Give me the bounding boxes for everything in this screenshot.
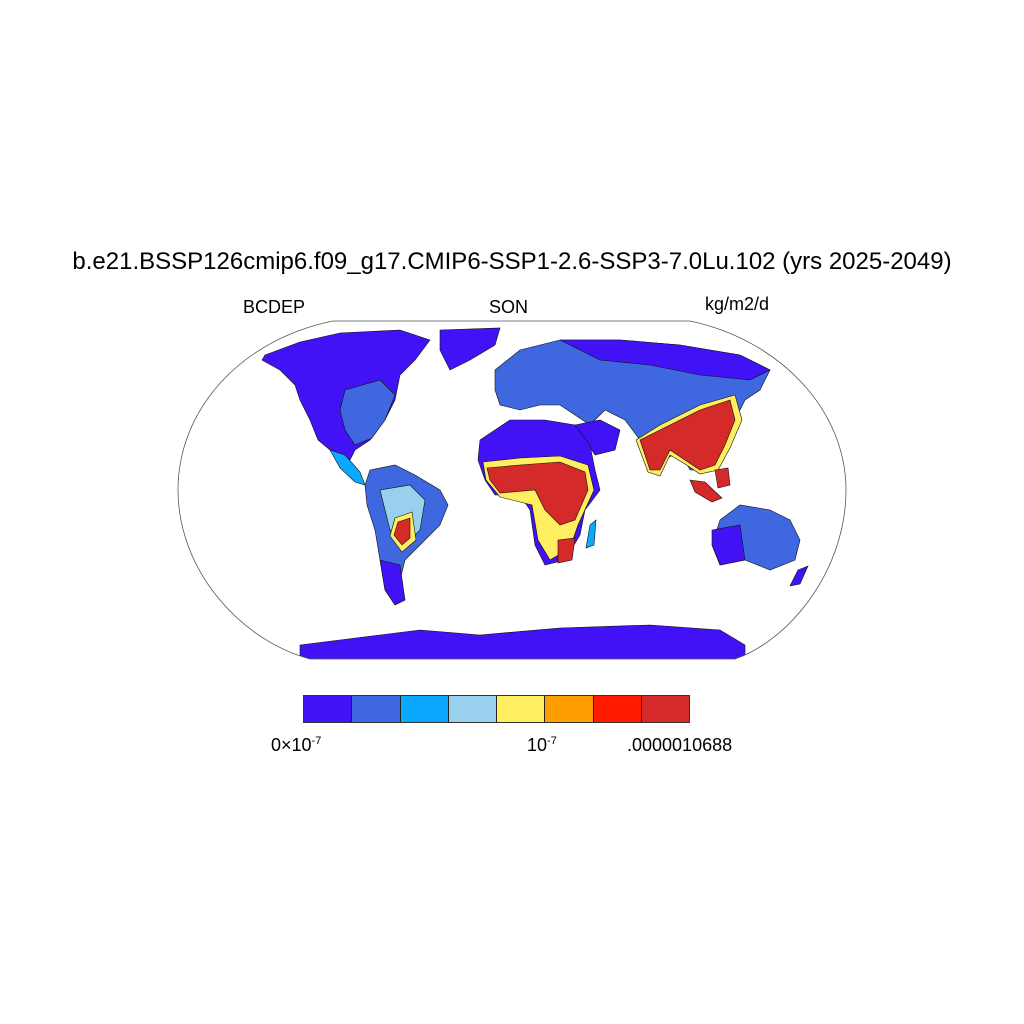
map-frame	[177, 320, 847, 660]
indonesia	[689, 479, 723, 503]
colorbar-label-min: 0×10-7	[271, 735, 322, 755]
colorbar-swatch-5	[545, 696, 594, 722]
south-east-asia-red	[639, 399, 736, 471]
colorbar-swatch-7	[641, 696, 689, 722]
colorbar-swatch-1	[352, 696, 401, 722]
africa-red	[486, 461, 589, 526]
antarctica	[299, 624, 746, 659]
colorbar-swatch-4	[497, 696, 546, 722]
colorbar-swatch-3	[448, 696, 497, 722]
colorbar-swatch-6	[593, 696, 642, 722]
colorbar	[303, 695, 690, 723]
south-africa-red	[557, 537, 576, 564]
variable-label: BCDEP	[243, 297, 306, 317]
season-label: SON	[489, 297, 529, 317]
units-label: kg/m2/d	[705, 294, 770, 314]
greenland	[439, 327, 501, 371]
colorbar-swatch-0	[304, 696, 353, 722]
colorbar-swatch-2	[400, 696, 449, 722]
madagascar	[585, 519, 597, 549]
colorbar-label-mid: 10-7	[527, 735, 557, 755]
siberia	[559, 339, 771, 381]
brazil-red	[393, 517, 411, 546]
north-america-east	[339, 379, 396, 446]
borneo	[714, 467, 731, 489]
south-america-south	[379, 559, 406, 606]
new-zealand	[789, 565, 809, 587]
colorbar-label-max: .0000010688	[627, 735, 733, 755]
australia-west	[711, 524, 746, 566]
plot-title: b.e21.BSSP126cmip6.f09_g17.CMIP6-SSP1-2.…	[72, 248, 952, 275]
